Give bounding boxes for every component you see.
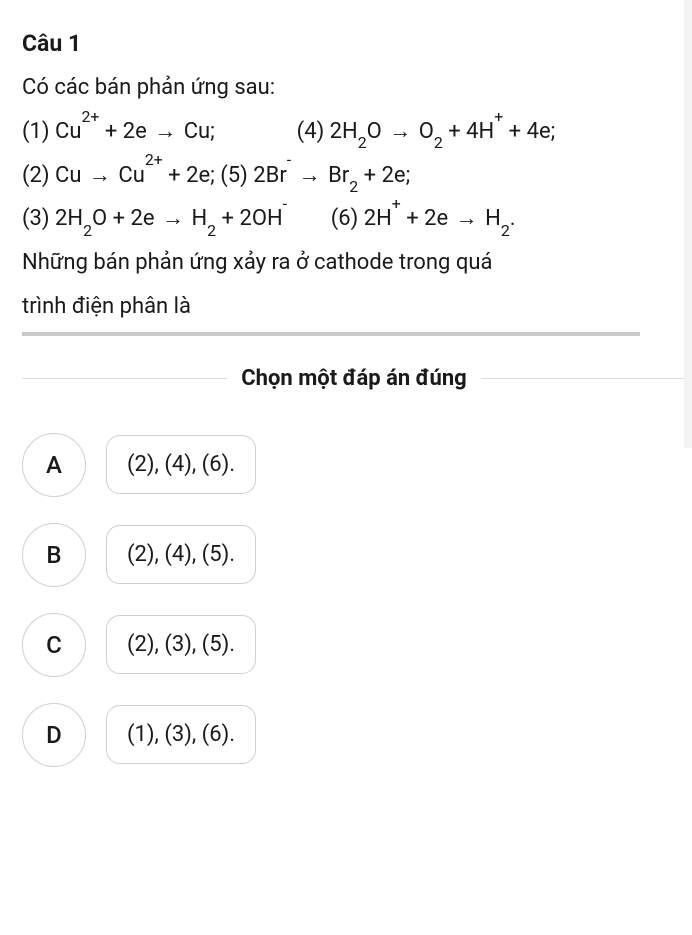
arrow-icon: → [152, 111, 178, 153]
reaction-line-3: (3) 2H2O + 2e → H2 + 2OH- (6) 2H+ + 2e →… [22, 198, 644, 240]
right-rail [684, 0, 692, 448]
arrow-icon: → [387, 111, 413, 153]
option-badge: B [22, 523, 86, 587]
question-ask-line-2: trình điện phân là [22, 286, 640, 336]
option-badge: A [22, 433, 86, 497]
option-text: (2), (4), (5). [106, 525, 256, 584]
question-body: Có các bán phản ứng sau: (1) Cu2+ + 2e →… [22, 67, 644, 336]
option-badge: C [22, 613, 86, 677]
divider-line [481, 378, 686, 379]
option-text: (2), (3), (5). [106, 615, 256, 674]
reaction-line-1: (1) Cu2+ + 2e → Cu; (4) 2H2O → O2 + 4H+ … [22, 111, 644, 153]
option-text: (2), (4), (6). [106, 435, 256, 494]
option-d[interactable]: D (1), (3), (6). [22, 703, 644, 767]
option-badge: D [22, 703, 86, 767]
question-card: Câu 1 Có các bán phản ứng sau: (1) Cu2+ … [0, 0, 664, 787]
question-ask-line-1: Những bán phản ứng xảy ra ở cathode tron… [22, 242, 644, 284]
arrow-icon: → [454, 198, 480, 240]
prompt-row: Chọn một đáp án đúng [22, 366, 686, 391]
option-a[interactable]: A (2), (4), (6). [22, 433, 644, 497]
prompt-text: Chọn một đáp án đúng [227, 366, 480, 391]
question-intro: Có các bán phản ứng sau: [22, 67, 644, 109]
arrow-icon: → [87, 155, 113, 197]
question-number: Câu 1 [22, 30, 644, 57]
options-list: A (2), (4), (6). B (2), (4), (5). C (2),… [22, 433, 644, 767]
option-c[interactable]: C (2), (3), (5). [22, 613, 644, 677]
reaction-line-2: (2) Cu → Cu2+ + 2e; (5) 2Br- → Br2 + 2e; [22, 155, 644, 197]
arrow-icon: → [160, 198, 186, 240]
option-b[interactable]: B (2), (4), (5). [22, 523, 644, 587]
divider-line [22, 378, 227, 379]
arrow-icon: → [297, 155, 323, 197]
option-text: (1), (3), (6). [106, 705, 256, 764]
